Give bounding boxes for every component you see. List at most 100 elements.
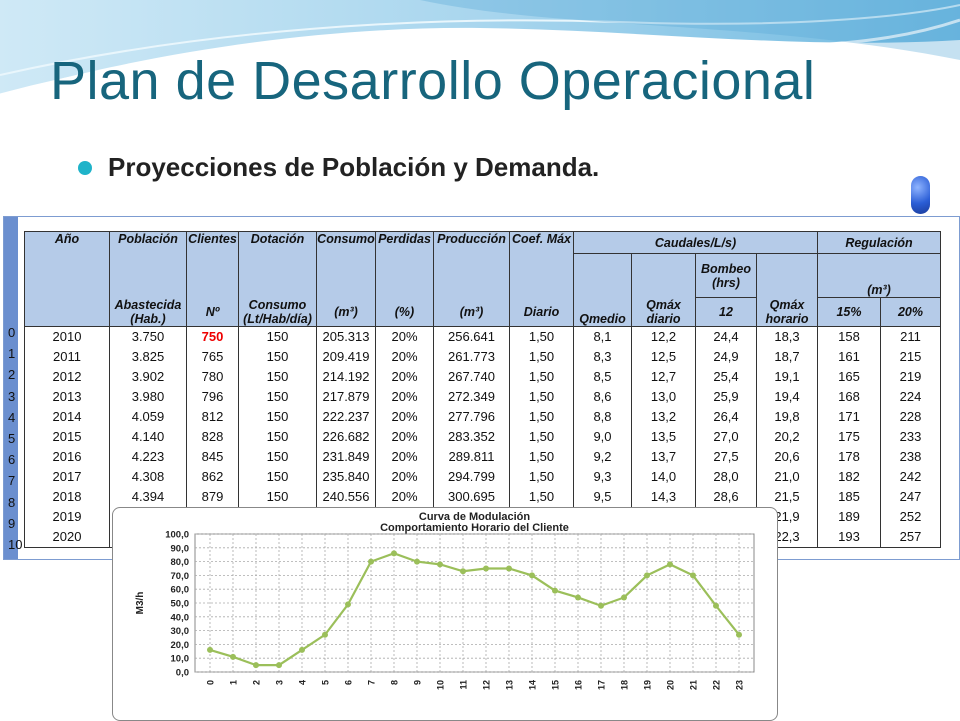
x-tick-label: 17 <box>597 680 607 690</box>
x-tick-label: 7 <box>367 680 377 685</box>
table-cell: 25,4 <box>695 366 757 387</box>
row-index: 9 <box>8 515 16 531</box>
y-tick-label: 60,0 <box>171 585 190 596</box>
y-tick-label: 80,0 <box>171 557 190 568</box>
table-cell: 150 <box>238 426 317 447</box>
table-cell: 150 <box>238 406 317 427</box>
table-cell: 257 <box>880 526 941 548</box>
header-bombeo-line2: (hrs) <box>712 275 740 290</box>
row-index: 4 <box>8 409 16 425</box>
header-dotacion: Dotación <box>238 231 317 298</box>
table-cell: 8,6 <box>573 386 632 407</box>
row-index: 2 <box>8 367 16 383</box>
x-tick-label: 15 <box>551 680 561 690</box>
table-cell: 27,5 <box>695 446 757 467</box>
table-cell: 9,5 <box>573 486 632 507</box>
y-tick-label: 0,0 <box>176 668 189 679</box>
table-cell: 1,50 <box>509 386 574 407</box>
x-tick-label: 19 <box>643 680 653 690</box>
data-point <box>621 594 627 601</box>
x-tick-label: 2 <box>252 680 262 685</box>
table-cell: 1,50 <box>509 346 574 367</box>
header-qmax-horario: Qmáx horario <box>756 253 818 327</box>
table-cell: 1,50 <box>509 426 574 447</box>
row-index: 0 <box>8 325 16 340</box>
table-cell: 21,0 <box>756 466 818 487</box>
table-cell: 18,3 <box>756 326 818 347</box>
table-cell: 28,0 <box>695 466 757 487</box>
table-cell: 20% <box>375 326 434 347</box>
table-cell: 161 <box>817 346 881 367</box>
table-cell: 2013 <box>24 386 110 407</box>
bullet-item: Proyecciones de Población y Demanda. <box>78 152 599 183</box>
table-cell: 3.902 <box>109 366 187 387</box>
data-point <box>483 565 489 572</box>
y-tick-label: 10,0 <box>171 654 190 665</box>
table-row: 2017 4.308 862 150 235.840 20% 294.799 1,50 9,3 1… <box>24 466 941 487</box>
table-cell: 1,50 <box>509 486 574 507</box>
table-cell: 209.419 <box>316 346 376 367</box>
header-qmax-diario-line2: diario <box>646 311 681 326</box>
data-point <box>736 631 742 638</box>
x-tick-label: 8 <box>390 680 400 685</box>
table-cell: 20% <box>375 346 434 367</box>
y-tick-label: 40,0 <box>171 612 190 623</box>
header-ano: Año <box>24 231 110 327</box>
table-cell: 238 <box>880 446 941 467</box>
table-cell: 150 <box>238 386 317 407</box>
row-index: 8 <box>8 494 16 510</box>
table-cell: 185 <box>817 486 881 507</box>
chart-subtitle: Comportamiento Horario del Cliente <box>380 522 569 534</box>
table-cell: 175 <box>817 426 881 447</box>
table-cell: 158 <box>817 326 881 347</box>
header-perdidas: Perdidas <box>375 231 434 298</box>
header-regulacion-unit: (m³) <box>817 253 941 298</box>
table-cell: 261.773 <box>433 346 510 367</box>
header-poblacion: Población <box>109 231 187 298</box>
table-cell: 4.140 <box>109 426 187 447</box>
table-cell: 193 <box>817 526 881 548</box>
data-point <box>460 568 466 575</box>
header-caudales: Caudales/L/s) <box>573 231 818 254</box>
y-tick-label: 20,0 <box>171 640 190 651</box>
data-point <box>437 561 443 568</box>
table-row: 2016 4.223 845 150 231.849 20% 289.811 1,50 9,2 1… <box>24 446 941 467</box>
table-cell: 242 <box>880 466 941 487</box>
scroll-knob-icon[interactable] <box>911 176 930 214</box>
header-reg-20: 20% <box>880 297 941 327</box>
header-clientes-sub: Nº <box>186 297 239 327</box>
table-cell: 224 <box>880 386 941 407</box>
table-left-bar <box>4 217 18 559</box>
table-cell: 182 <box>817 466 881 487</box>
table-cell: 150 <box>238 346 317 367</box>
data-point <box>667 561 673 568</box>
table-cell: 171 <box>817 406 881 427</box>
header-bombeo: Bombeo (hrs) <box>695 253 757 298</box>
table-cell: 3.750 <box>109 326 187 347</box>
table-cell: 12,2 <box>631 326 696 347</box>
header-qmax-horario-line1: Qmáx <box>769 297 805 312</box>
table-cell: 13,2 <box>631 406 696 427</box>
table-cell: 24,4 <box>695 326 757 347</box>
data-point <box>552 587 558 594</box>
table-cell: 150 <box>238 486 317 507</box>
table-cell: 796 <box>186 386 239 407</box>
modulation-chart-panel: Curva de Modulación Comportamiento Horari… <box>112 507 778 721</box>
table-cell: 4.059 <box>109 406 187 427</box>
x-tick-label: 13 <box>505 680 515 690</box>
table-row: 2018 4.394 879 150 240.556 20% 300.695 1,50 9,5 1… <box>24 486 941 507</box>
table-cell: 20% <box>375 466 434 487</box>
table-cell: 8,3 <box>573 346 632 367</box>
table-cell: 1,50 <box>509 446 574 467</box>
table-cell: 226.682 <box>316 426 376 447</box>
table-cell: 9,0 <box>573 426 632 447</box>
table-cell: 228 <box>880 406 941 427</box>
table-cell: 20% <box>375 386 434 407</box>
row-index: 10 <box>8 536 23 552</box>
x-tick-label: 5 <box>321 680 331 685</box>
table-cell: 300.695 <box>433 486 510 507</box>
table-cell: 20% <box>375 446 434 467</box>
data-point <box>276 662 282 669</box>
header-poblacion-sub2: (Hab.) <box>130 311 166 326</box>
table-cell: 812 <box>186 406 239 427</box>
